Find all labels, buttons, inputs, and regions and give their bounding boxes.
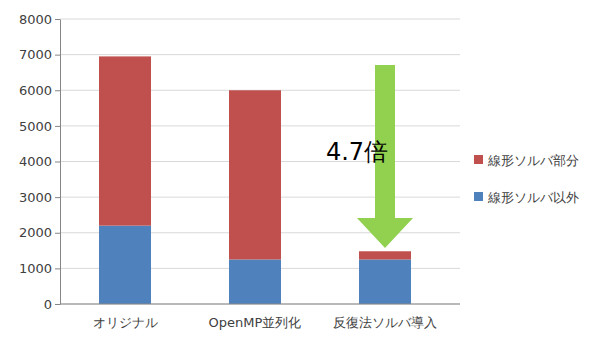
y-tick: 1000 [19, 261, 60, 276]
x-tick-label: オリジナル [93, 315, 158, 330]
y-axis-line [60, 20, 61, 305]
chart: 0 1000 2000 3000 4000 5000 6000 7000 8000 オリジナル Op… [0, 0, 600, 351]
y-tick-label: 2000 [19, 225, 52, 240]
y-tick-label: 8000 [19, 12, 52, 27]
y-tick: 7000 [19, 47, 60, 62]
y-tick-mark [55, 197, 60, 198]
grid-line [60, 54, 460, 55]
grid-line [60, 19, 460, 20]
bar [359, 251, 411, 259]
y-tick: 5000 [19, 119, 60, 134]
x-axis: オリジナル OpenMP並列化 反復法ソルバ導入 [60, 304, 460, 330]
y-tick-mark [55, 55, 60, 56]
y-axis: 0 1000 2000 3000 4000 5000 6000 7000 8000 [19, 12, 61, 312]
bars [99, 56, 411, 304]
x-tick-label: OpenMP並列化 [209, 315, 302, 330]
y-tick-mark [55, 126, 60, 127]
x-tick: オリジナル [93, 304, 158, 330]
y-tick-mark [55, 162, 60, 163]
y-tick-mark [55, 90, 60, 91]
legend-label: 線形ソルバ以外 [487, 190, 579, 205]
annotation-text: 4.7倍 [326, 138, 388, 166]
x-tick-label: 反復法ソルバ導入 [333, 315, 437, 330]
y-tick-mark [55, 268, 60, 269]
annotation: 4.7倍 [326, 65, 413, 248]
legend-swatch [474, 155, 483, 164]
bar [99, 56, 151, 225]
legend: 線形ソルバ部分線形ソルバ以外 [474, 153, 579, 205]
y-tick: 6000 [19, 83, 60, 98]
y-tick-mark [55, 233, 60, 234]
y-tick: 3000 [19, 190, 60, 205]
bar [359, 259, 411, 304]
grid-line [60, 304, 460, 305]
y-tick-label: 4000 [19, 154, 52, 169]
y-tick-label: 3000 [19, 190, 52, 205]
y-tick: 4000 [19, 154, 60, 169]
x-axis-line [60, 304, 460, 305]
x-tick: 反復法ソルバ導入 [333, 304, 437, 330]
legend-label: 線形ソルバ部分 [487, 153, 579, 168]
y-tick-label: 0 [44, 297, 52, 312]
y-tick-mark [55, 304, 60, 305]
y-tick-label: 7000 [19, 47, 52, 62]
bar [99, 226, 151, 304]
bar [229, 90, 281, 259]
x-tick: OpenMP並列化 [209, 304, 302, 330]
bar [229, 259, 281, 304]
y-tick-label: 5000 [19, 119, 52, 134]
legend-swatch [474, 192, 483, 201]
grid [60, 19, 460, 304]
y-tick: 0 [44, 297, 60, 312]
y-tick: 8000 [19, 12, 60, 27]
y-tick-label: 6000 [19, 83, 52, 98]
y-tick-label: 1000 [19, 261, 52, 276]
y-tick: 2000 [19, 225, 60, 240]
y-tick-mark [55, 19, 60, 20]
